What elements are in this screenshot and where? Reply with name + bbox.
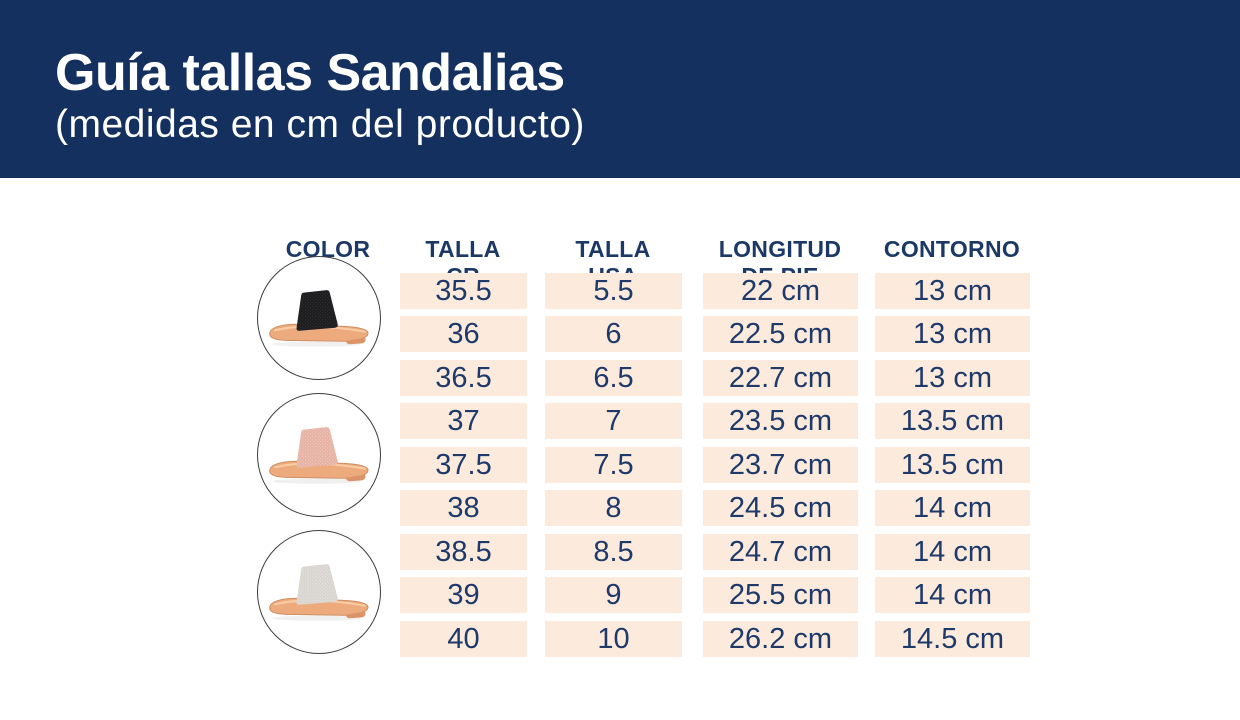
cell-contorno: 14 cm bbox=[875, 534, 1030, 570]
column-header-line: TALLA bbox=[425, 236, 501, 262]
cell-talla-cr: 37.5 bbox=[400, 447, 527, 483]
cell-contorno: 13.5 cm bbox=[875, 447, 1030, 483]
cell-talla-usa: 8 bbox=[545, 490, 682, 526]
cell-longitud: 22 cm bbox=[703, 273, 858, 309]
cell-contorno: 14.5 cm bbox=[875, 621, 1030, 657]
sandal-photo-pink bbox=[257, 393, 381, 517]
cell-talla-usa: 7 bbox=[545, 403, 682, 439]
page-title: Guía tallas Sandalias bbox=[55, 44, 565, 102]
column-header-line: CONTORNO bbox=[883, 236, 1021, 262]
cell-talla-cr: 38.5 bbox=[400, 534, 527, 570]
cell-talla-cr: 40 bbox=[400, 621, 527, 657]
cell-talla-usa: 6.5 bbox=[545, 360, 682, 396]
sandal-strap-sparkle bbox=[296, 290, 338, 331]
cell-talla-usa: 6 bbox=[545, 316, 682, 352]
cell-longitud: 24.7 cm bbox=[703, 534, 858, 570]
cell-talla-cr: 37 bbox=[400, 403, 527, 439]
cell-talla-cr: 39 bbox=[400, 577, 527, 613]
black-sandal-illustration bbox=[269, 290, 369, 347]
page-subtitle: (medidas en cm del producto) bbox=[55, 103, 585, 146]
cell-longitud: 23.7 cm bbox=[703, 447, 858, 483]
cell-talla-usa: 5.5 bbox=[545, 273, 682, 309]
cell-longitud: 26.2 cm bbox=[703, 621, 858, 657]
column-header-contorno: CONTORNO bbox=[862, 209, 1042, 290]
cell-longitud: 22.7 cm bbox=[703, 360, 858, 396]
cell-talla-cr: 36 bbox=[400, 316, 527, 352]
cell-talla-usa: 8.5 bbox=[545, 534, 682, 570]
pink-sandal-illustration bbox=[269, 427, 369, 484]
cell-longitud: 24.5 cm bbox=[703, 490, 858, 526]
cell-contorno: 13.5 cm bbox=[875, 403, 1030, 439]
cell-talla-usa: 7.5 bbox=[545, 447, 682, 483]
sandal-strap-sparkle bbox=[296, 564, 338, 605]
column-header-line: LONGITUD bbox=[718, 236, 842, 262]
cell-longitud: 23.5 cm bbox=[703, 403, 858, 439]
cell-longitud: 22.5 cm bbox=[703, 316, 858, 352]
cell-contorno: 14 cm bbox=[875, 577, 1030, 613]
header-banner: Guía tallas Sandalias (medidas en cm del… bbox=[0, 0, 1240, 178]
column-header-line: TALLA bbox=[575, 236, 651, 262]
cell-contorno: 14 cm bbox=[875, 490, 1030, 526]
cell-talla-cr: 38 bbox=[400, 490, 527, 526]
cell-talla-cr: 35.5 bbox=[400, 273, 527, 309]
cell-contorno: 13 cm bbox=[875, 316, 1030, 352]
cell-contorno: 13 cm bbox=[875, 360, 1030, 396]
sandal-photo-silver bbox=[257, 530, 381, 654]
sandal-strap-sparkle bbox=[296, 427, 338, 468]
cell-contorno: 13 cm bbox=[875, 273, 1030, 309]
sandal-photo-black bbox=[257, 256, 381, 380]
cell-longitud: 25.5 cm bbox=[703, 577, 858, 613]
cell-talla-cr: 36.5 bbox=[400, 360, 527, 396]
silver-sandal-illustration bbox=[269, 564, 369, 621]
cell-talla-usa: 10 bbox=[545, 621, 682, 657]
cell-talla-usa: 9 bbox=[545, 577, 682, 613]
